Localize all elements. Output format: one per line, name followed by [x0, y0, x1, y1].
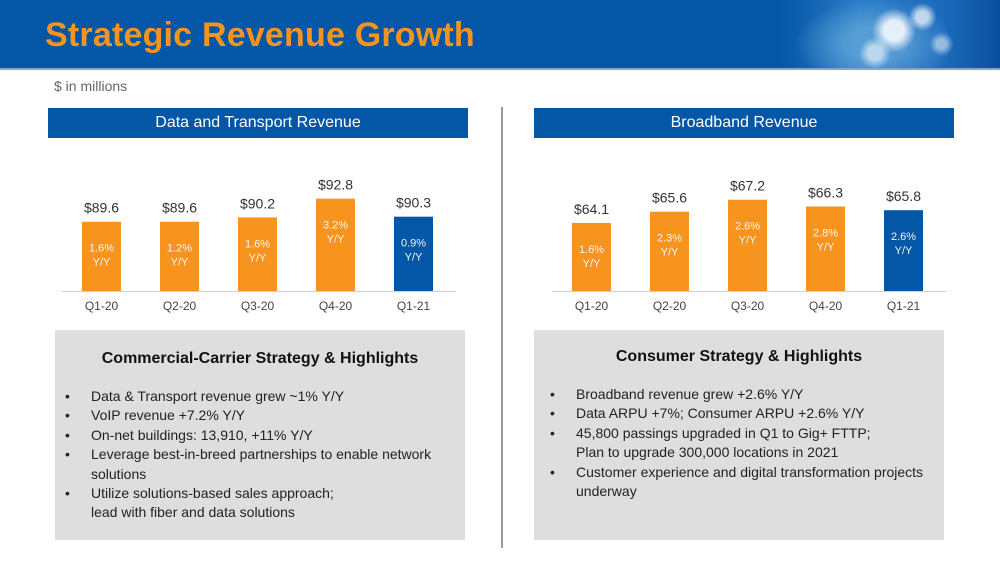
consumer-highlights-box: Consumer Strategy & Highlights Broadband… [534, 330, 944, 540]
bullet-item: Leverage best-in-breed partnerships to e… [55, 445, 465, 484]
category-label: Q4-20 [319, 299, 353, 313]
yy-suffix-label: Y/Y [171, 257, 189, 269]
value-label: $64.1 [574, 201, 609, 217]
bar-q3-20 [238, 217, 277, 291]
yy-suffix-label: Y/Y [583, 258, 601, 270]
bullet-item: Data ARPU +7%; Consumer ARPU +2.6% Y/Y [534, 404, 944, 424]
broadband-header: Broadband Revenue [534, 108, 954, 138]
yy-suffix-label: Y/Y [661, 247, 679, 259]
value-label: $90.3 [396, 195, 431, 211]
value-label: $67.2 [730, 178, 765, 194]
units-note: $ in millions [54, 78, 128, 94]
bullet-item: 45,800 passings upgraded in Q1 to Gig+ F… [534, 424, 944, 463]
data-transport-header: Data and Transport Revenue [48, 108, 468, 138]
yy-suffix-label: Y/Y [817, 241, 835, 253]
category-label: Q4-20 [809, 299, 843, 313]
yy-growth-label: 1.6% [245, 238, 270, 250]
bullet-item: Broadband revenue grew +2.6% Y/Y [534, 385, 944, 405]
fiber-optic-graphic [780, 0, 970, 68]
category-label: Q2-20 [163, 299, 197, 313]
category-label: Q3-20 [241, 299, 275, 313]
consumer-bullets: Broadband revenue grew +2.6% Y/Y Data AR… [534, 385, 944, 501]
bar-q2-20 [160, 221, 199, 291]
commercial-bullets: Data & Transport revenue grew ~1% Y/Y Vo… [55, 387, 465, 523]
bullet-item: VoIP revenue +7.2% Y/Y [55, 406, 465, 426]
category-label: Q2-20 [653, 299, 687, 313]
value-label: $65.8 [886, 188, 921, 204]
bullet-item: Data & Transport revenue grew ~1% Y/Y [55, 387, 465, 407]
yy-growth-label: 1.2% [167, 243, 192, 255]
yy-growth-label: 2.3% [657, 233, 682, 245]
value-label: $89.6 [84, 200, 119, 216]
header-banner: Strategic Revenue Growth [0, 0, 1000, 70]
yy-growth-label: 2.6% [891, 231, 916, 243]
yy-growth-label: 1.6% [89, 243, 114, 255]
yy-suffix-label: Y/Y [895, 245, 913, 257]
yy-suffix-label: Y/Y [405, 252, 423, 264]
bar-q3-20 [728, 199, 767, 291]
yy-suffix-label: Y/Y [739, 235, 757, 247]
category-label: Q1-20 [575, 299, 609, 313]
bar-q1-20 [572, 222, 611, 291]
yy-growth-label: 1.6% [579, 244, 604, 256]
yy-suffix-label: Y/Y [249, 252, 267, 264]
value-label: $90.2 [240, 195, 275, 211]
bullet-item: Customer experience and digital transfor… [534, 463, 944, 502]
bar-q1-21 [394, 216, 433, 291]
commercial-highlights-title: Commercial-Carrier Strategy & Highlights [101, 350, 419, 367]
value-label: $66.3 [808, 184, 843, 200]
value-label: $89.6 [162, 200, 197, 216]
value-label: $92.8 [318, 177, 353, 193]
bullet-item: Utilize solutions-based sales approach; … [55, 484, 465, 523]
bar-q4-20 [806, 206, 845, 291]
page-title: Strategic Revenue Growth [45, 16, 475, 54]
category-label: Q3-20 [731, 299, 765, 313]
commercial-highlights-box: Commercial-Carrier Strategy & Highlights… [55, 330, 465, 540]
bar-q2-20 [650, 211, 689, 291]
category-label: Q1-21 [887, 299, 921, 313]
value-label: $65.6 [652, 190, 687, 206]
yy-suffix-label: Y/Y [327, 234, 345, 246]
bar-q1-20 [82, 221, 121, 291]
vertical-divider [501, 107, 503, 548]
yy-growth-label: 3.2% [323, 220, 348, 232]
data-transport-chart: $89.6 1.6% Y/Y Q1-20 $89.6 1.2% Y/Y Q2-20 $90.2 1… [62, 177, 456, 313]
yy-growth-label: 2.6% [735, 221, 760, 233]
bullet-item: On-net buildings: 13,910, +11% Y/Y [55, 426, 465, 446]
category-label: Q1-21 [397, 299, 431, 313]
consumer-highlights-title: Consumer Strategy & Highlights [615, 348, 863, 365]
broadband-chart: $64.1 1.6% Y/Y Q1-20 $65.6 2.3% Y/Y Q2-20 $67.2 2… [552, 178, 946, 313]
yy-growth-label: 2.8% [813, 227, 838, 239]
bar-q1-21 [884, 210, 923, 291]
bar-q4-20 [316, 198, 355, 291]
yy-growth-label: 0.9% [401, 238, 426, 250]
yy-suffix-label: Y/Y [93, 257, 111, 269]
category-label: Q1-20 [85, 299, 119, 313]
